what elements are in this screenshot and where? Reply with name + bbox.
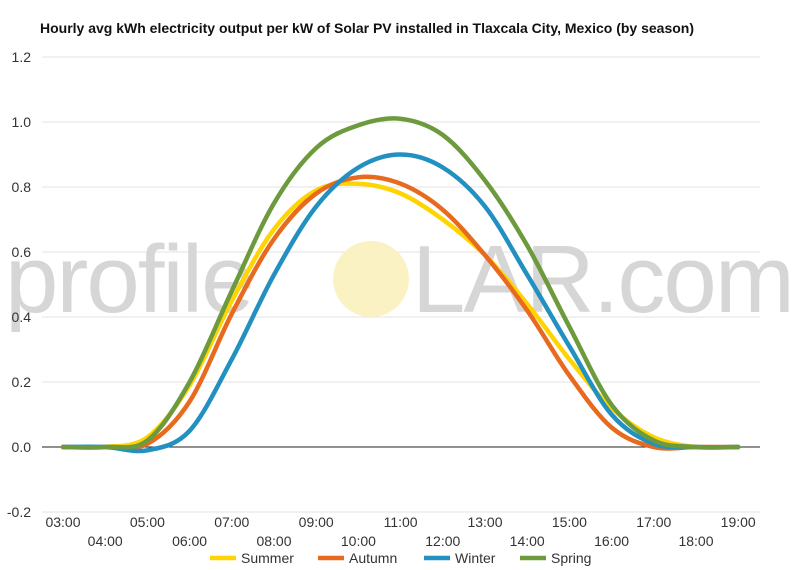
y-tick-label: 0.8 — [12, 179, 32, 195]
y-tick-label: 1.0 — [12, 114, 32, 130]
series-lines — [60, 116, 741, 454]
y-tick-label: 0.4 — [12, 309, 32, 325]
x-tick-label: 17:00 — [636, 514, 671, 530]
x-tick-label: 13:00 — [467, 514, 502, 530]
y-tick-label: -0.2 — [7, 504, 31, 520]
x-tick-label: 05:00 — [130, 514, 165, 530]
legend-label-summer: Summer — [241, 550, 294, 566]
legend-label-winter: Winter — [455, 550, 496, 566]
x-tick-label: 12:00 — [425, 533, 460, 549]
series-line-spring — [60, 116, 741, 450]
x-tick-label: 11:00 — [384, 514, 418, 530]
legend-label-spring: Spring — [551, 550, 591, 566]
x-tick-label: 19:00 — [721, 514, 756, 530]
x-axis-ticks: 03:00 04:00 05:00 06:00 07:00 08:00 09:00 10:00… — [45, 514, 755, 549]
x-tick-label: 04:00 — [88, 533, 123, 549]
x-tick-label: 08:00 — [256, 533, 291, 549]
x-tick-label: 18:00 — [678, 533, 713, 549]
watermark: profile LAR.com — [5, 226, 795, 333]
x-tick-label: 15:00 — [552, 514, 587, 530]
chart-title: Hourly avg kWh electricity output per kW… — [40, 20, 694, 36]
y-axis-ticks: -0.2 0.0 0.2 0.4 0.6 0.8 1.0 1.2 — [7, 49, 31, 520]
x-tick-label: 09:00 — [299, 514, 334, 530]
y-tick-label: 0.0 — [12, 439, 32, 455]
x-tick-label: 10:00 — [341, 533, 376, 549]
series-line-winter — [60, 152, 741, 454]
watermark-text-left: profile — [5, 226, 252, 333]
x-tick-label: 14:00 — [510, 533, 545, 549]
x-tick-label: 03:00 — [45, 514, 80, 530]
x-tick-label: 07:00 — [214, 514, 249, 530]
legend-label-autumn: Autumn — [349, 550, 397, 566]
x-tick-label: 06:00 — [172, 533, 207, 549]
series-line-autumn — [60, 174, 741, 451]
legend: Summer Autumn Winter Spring — [210, 550, 591, 566]
y-tick-label: 1.2 — [12, 49, 32, 65]
watermark-sun-icon — [333, 241, 409, 317]
y-tick-label: 0.2 — [12, 374, 32, 390]
y-tick-label: 0.6 — [12, 244, 32, 260]
x-tick-label: 16:00 — [594, 533, 629, 549]
grid — [42, 56, 760, 513]
